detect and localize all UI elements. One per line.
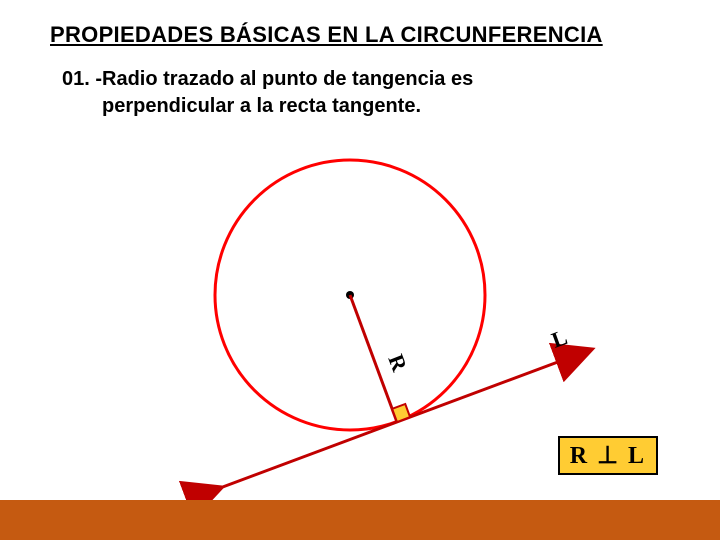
- tangent-label: L: [548, 324, 570, 353]
- property-text: 01. -Radio trazado al punto de tangencia…: [62, 66, 680, 120]
- radius-label: R: [383, 351, 412, 376]
- page-title: PROPIEDADES BÁSICAS EN LA CIRCUNFERENCIA: [50, 22, 603, 48]
- slide: PROPIEDADES BÁSICAS EN LA CIRCUNFERENCIA…: [0, 0, 720, 540]
- footer-bar: [0, 500, 720, 540]
- formula-box: R ⊥ L: [558, 436, 658, 475]
- property-line-1: 01. -Radio trazado al punto de tangencia…: [62, 68, 473, 90]
- property-line-2: perpendicular a la recta tangente.: [102, 93, 680, 120]
